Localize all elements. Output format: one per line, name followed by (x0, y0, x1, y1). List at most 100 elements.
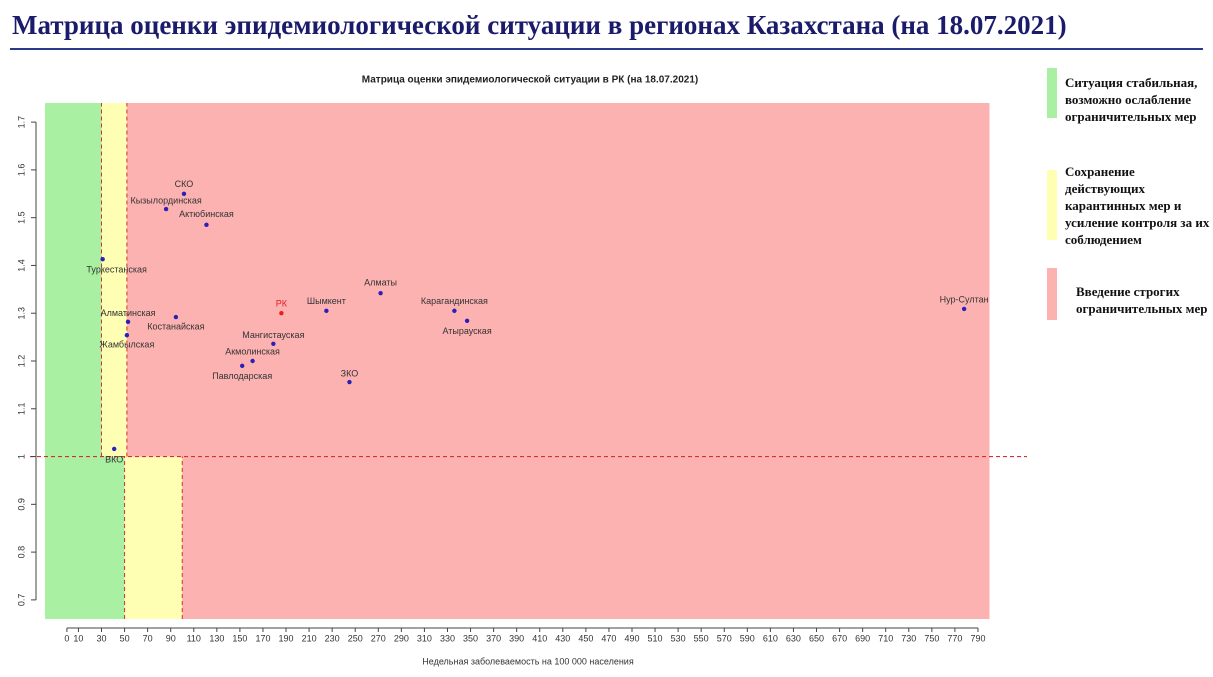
x-tick-label: 50 (120, 633, 130, 643)
title-rule (10, 48, 1203, 50)
point-label: Актюбинская (179, 209, 234, 219)
x-tick-label: 190 (279, 633, 294, 643)
legend-label: Сохранение действующих карантинных мер и… (1065, 164, 1210, 247)
y-tick-label: 1.1 (16, 403, 26, 416)
x-tick-label: 110 (187, 633, 201, 643)
x-tick-label: 210 (302, 633, 317, 643)
y-tick-label: 0.7 (16, 594, 26, 607)
data-point (111, 446, 117, 452)
point-label: Алматы (364, 278, 397, 288)
x-tick-label: 550 (694, 633, 709, 643)
data-point (124, 333, 130, 338)
legend-label: Введение строгих ограничительных мер (1076, 284, 1208, 316)
x-tick-label: 10 (73, 633, 83, 643)
x-tick-label: 230 (325, 633, 340, 643)
y-tick-label: 1 (16, 454, 26, 459)
x-tick-label: 690 (855, 633, 870, 643)
x-tick-label: 470 (601, 633, 616, 643)
point-label: ЗКО (341, 368, 359, 378)
x-tick-label: 0 (64, 633, 69, 643)
x-tick-label: 350 (463, 633, 478, 643)
data-point (464, 318, 470, 324)
legend-label: Ситуация стабильная, возможно ослабление… (1065, 75, 1198, 124)
point-label: Кызылординская (130, 195, 201, 205)
x-tick-label: 390 (509, 633, 524, 643)
data-point (271, 341, 276, 346)
zone (45, 456, 125, 619)
point-label: ВКО (105, 454, 123, 464)
data-point (324, 308, 329, 314)
point-label: Нур-Султан (940, 294, 989, 304)
x-tick-label: 750 (924, 633, 939, 643)
x-tick-label: 450 (578, 633, 593, 643)
point-label: Павлодарская (212, 371, 272, 381)
data-point (204, 222, 209, 228)
y-tick-label: 0.8 (16, 546, 26, 559)
x-tick-label: 410 (532, 633, 547, 643)
x-tick-label: 670 (832, 633, 847, 643)
data-point (250, 358, 255, 364)
legend-swatch (1047, 68, 1057, 118)
data-point (125, 319, 131, 325)
data-point (279, 311, 284, 316)
data-point (163, 206, 169, 212)
point-label: Карагандинская (421, 296, 488, 306)
data-point (452, 308, 457, 314)
point-label: Алматинская (101, 308, 156, 318)
zone (126, 103, 990, 457)
x-tick-label: 510 (648, 633, 663, 643)
zone (124, 456, 183, 619)
y-tick-label: 0.9 (16, 498, 26, 511)
x-tick-label: 370 (486, 633, 501, 643)
x-tick-label: 490 (624, 633, 639, 643)
x-tick-label: 270 (371, 633, 386, 643)
x-tick-label: 530 (671, 633, 686, 643)
x-tick-label: 770 (947, 633, 962, 643)
data-point (181, 191, 187, 196)
point-label: СКО (175, 179, 194, 189)
x-tick-label: 70 (143, 633, 153, 643)
x-tick-label: 310 (417, 633, 432, 643)
point-label: Костанайская (147, 321, 204, 331)
x-tick-label: 90 (166, 633, 176, 643)
point-label: Шымкент (307, 296, 346, 306)
data-point (347, 379, 352, 385)
x-tick-label: 430 (555, 633, 570, 643)
legend-swatch (1047, 170, 1057, 240)
zone (101, 103, 127, 457)
x-tick-label: 790 (970, 633, 985, 643)
x-tick-label: 30 (97, 633, 107, 643)
point-label: Мангистауская (242, 330, 304, 340)
x-tick-label: 570 (717, 633, 732, 643)
slide-title: Матрица оценки эпидемиологической ситуац… (12, 10, 1067, 40)
point-label: Туркестанская (86, 265, 147, 275)
y-tick-label: 1.3 (16, 307, 26, 320)
x-tick-label: 630 (786, 633, 801, 643)
x-tick-label: 130 (209, 633, 224, 643)
zone (182, 456, 990, 619)
point-label: Акмолинская (225, 346, 280, 356)
data-point (378, 290, 383, 296)
x-tick-label: 710 (878, 633, 893, 643)
x-tick-label: 170 (255, 633, 270, 643)
x-tick-label: 730 (901, 633, 916, 643)
zone (45, 103, 102, 457)
legend-swatch (1047, 268, 1057, 320)
y-tick-label: 1.6 (16, 164, 26, 177)
x-axis-label: Недельная заболеваемость на 100 000 насе… (422, 656, 634, 666)
data-point (240, 363, 245, 368)
data-point (100, 257, 105, 262)
zones (45, 103, 990, 619)
y-tick-label: 1.7 (16, 116, 26, 129)
x-tick-label: 650 (809, 633, 824, 643)
point-label: РК (276, 299, 288, 309)
y-tick-label: 1.4 (16, 259, 26, 272)
x-tick-label: 150 (232, 633, 247, 643)
chart-title: Матрица оценки эпидемиологической ситуац… (362, 75, 698, 86)
x-tick-label: 330 (440, 633, 455, 643)
y-tick-label: 1.2 (16, 355, 26, 368)
x-tick-label: 610 (763, 633, 778, 643)
x-tick-label: 250 (348, 633, 363, 643)
